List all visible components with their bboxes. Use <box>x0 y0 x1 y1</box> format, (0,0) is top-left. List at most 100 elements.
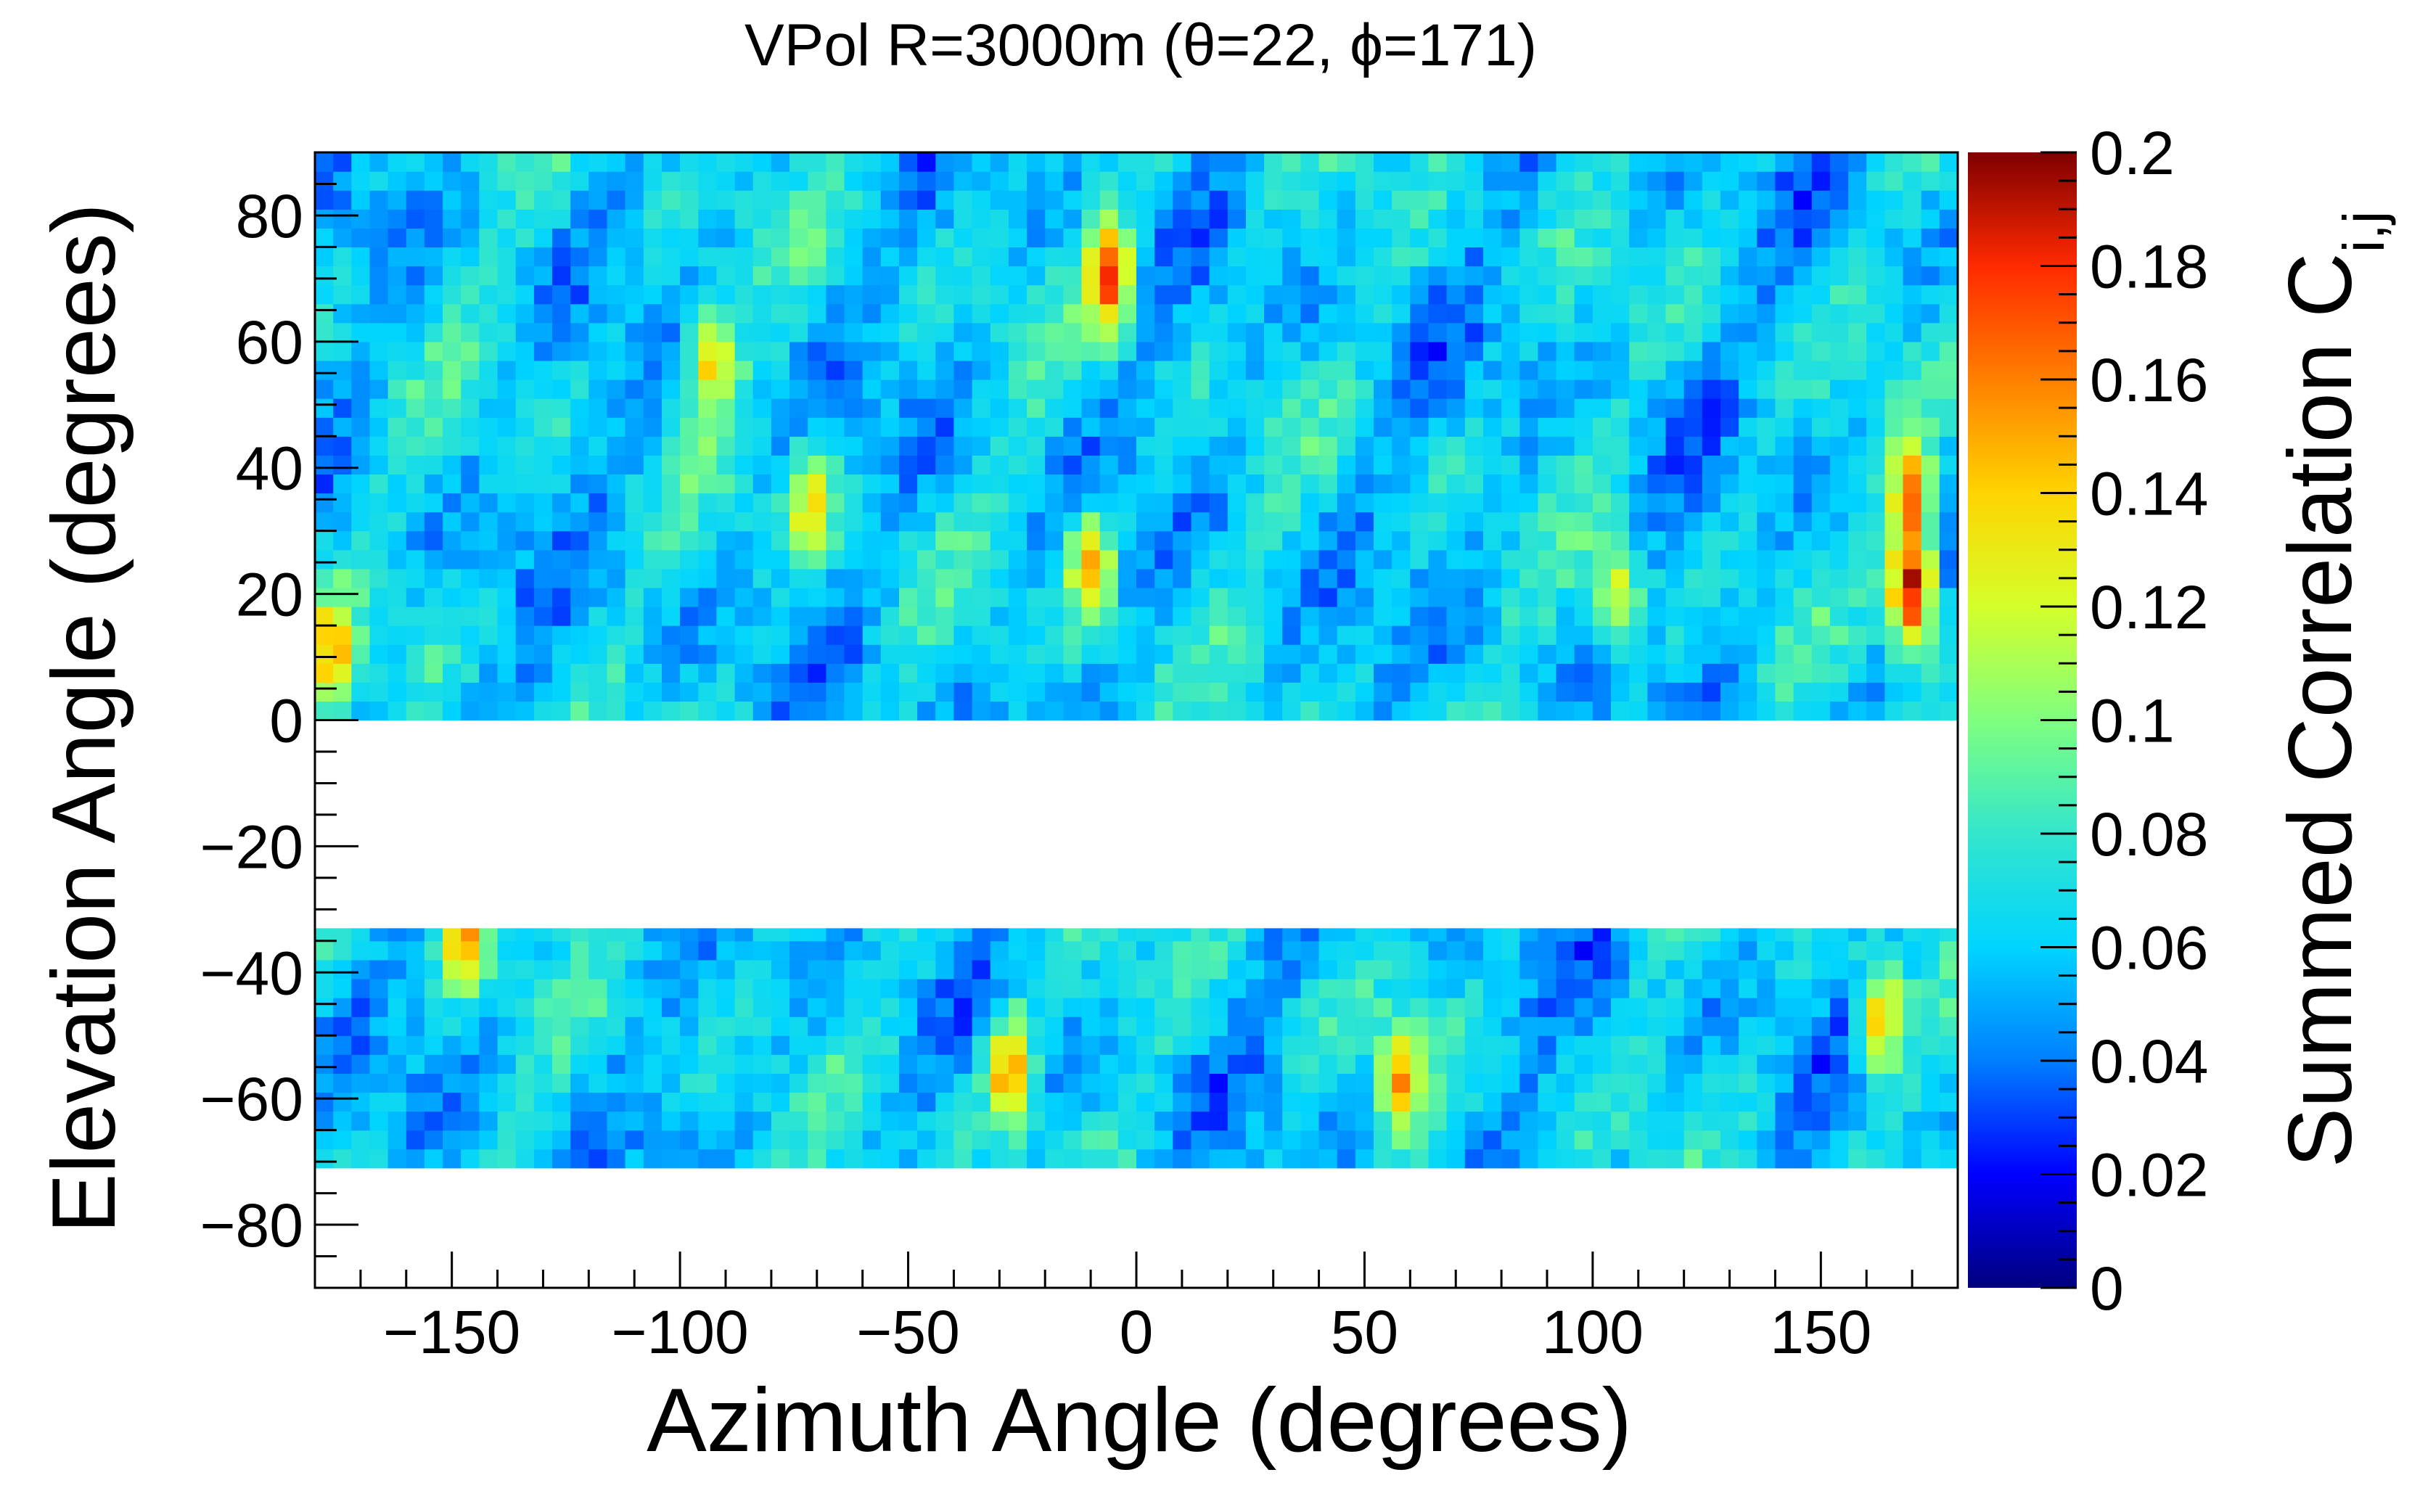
heatmap-cell <box>862 1035 882 1055</box>
heatmap-cell <box>1282 171 1301 191</box>
heatmap-cell <box>1154 979 1173 998</box>
heatmap-cell <box>1866 190 1885 210</box>
heatmap-cell <box>1464 530 1484 551</box>
heatmap-cell <box>953 1016 973 1036</box>
heatmap-cell <box>1519 587 1539 607</box>
heatmap-cell <box>1173 284 1192 305</box>
heatmap-cell <box>990 152 1009 172</box>
heatmap-cell <box>1939 360 1958 380</box>
heatmap-cell <box>1173 940 1192 961</box>
heatmap-cell <box>552 417 571 437</box>
heatmap-cell <box>479 1073 499 1093</box>
heatmap-cell <box>662 228 681 247</box>
heatmap-cell <box>461 360 480 380</box>
heatmap-cell <box>1136 360 1155 380</box>
heatmap-cell <box>552 511 571 532</box>
heatmap-cell <box>1117 1054 1137 1074</box>
heatmap-cell <box>570 398 589 418</box>
heatmap-cell <box>1592 587 1612 607</box>
heatmap-cell <box>333 474 352 494</box>
heatmap-cell <box>1191 284 1210 305</box>
heatmap-cell <box>771 1016 790 1036</box>
heatmap-cell <box>1264 928 1283 942</box>
heatmap-cell <box>752 322 772 342</box>
heatmap-cell <box>1757 360 1776 380</box>
heatmap-cell <box>953 228 973 247</box>
heatmap-cell <box>1866 209 1885 229</box>
heatmap-cell <box>1318 266 1338 286</box>
heatmap-cell <box>1428 398 1448 418</box>
heatmap-cell <box>1611 530 1630 551</box>
heatmap-cell <box>1282 1035 1301 1055</box>
heatmap-cell <box>1757 1092 1776 1112</box>
heatmap-cell <box>1775 1016 1794 1036</box>
heatmap-cell <box>734 701 754 721</box>
heatmap-cell <box>1848 1054 1867 1074</box>
heatmap-cell <box>607 190 626 210</box>
heatmap-cell <box>1720 644 1739 664</box>
heatmap-cell <box>1501 568 1520 588</box>
heatmap-cell <box>1592 1130 1612 1150</box>
heatmap-cell <box>1282 398 1301 418</box>
heatmap-cell <box>1811 152 1831 172</box>
heatmap-cell <box>680 959 699 979</box>
heatmap-cell <box>953 940 973 961</box>
heatmap-cell <box>1337 228 1356 247</box>
heatmap-cell <box>1720 360 1739 380</box>
heatmap-cell <box>387 1035 407 1055</box>
heatmap-cell <box>570 928 589 942</box>
heatmap-cell <box>1811 530 1831 551</box>
heatmap-cell <box>1884 266 1904 286</box>
heatmap-cell <box>1136 1130 1155 1150</box>
heatmap-cell <box>826 341 845 361</box>
heatmap-cell <box>1410 1054 1429 1074</box>
heatmap-cell <box>789 303 808 324</box>
heatmap-cell <box>1665 341 1685 361</box>
heatmap-cell <box>625 568 644 588</box>
heatmap-cell <box>1884 1035 1904 1055</box>
heatmap-cell <box>1446 511 1466 532</box>
heatmap-cell <box>315 928 334 942</box>
heatmap-cell <box>1300 493 1320 513</box>
heatmap-cell <box>1136 303 1155 324</box>
heatmap-cell <box>752 1073 772 1093</box>
heatmap-cell <box>1099 701 1119 721</box>
heatmap-cell <box>1464 228 1484 247</box>
heatmap-cell <box>315 940 334 961</box>
heatmap-cell <box>369 1111 389 1131</box>
heatmap-cell <box>1647 455 1667 474</box>
heatmap-cell <box>1556 701 1575 721</box>
heatmap-cell <box>1446 266 1466 286</box>
heatmap-cell <box>1683 417 1703 437</box>
heatmap-cell <box>953 379 973 399</box>
heatmap-cell <box>588 284 608 305</box>
heatmap-cell <box>625 493 644 513</box>
heatmap-cell <box>972 1073 991 1093</box>
heatmap-cell <box>1519 379 1539 399</box>
heatmap-cell <box>552 607 571 626</box>
heatmap-cell <box>990 549 1009 570</box>
heatmap-cell <box>1117 209 1137 229</box>
heatmap-cell <box>734 322 754 342</box>
heatmap-cell <box>443 493 462 513</box>
heatmap-cell <box>680 1054 699 1074</box>
heatmap-cell <box>351 266 371 286</box>
heatmap-cell <box>771 998 790 1017</box>
heatmap-cell <box>1081 682 1101 702</box>
heatmap-cell <box>1318 474 1338 494</box>
heatmap-cell <box>1829 417 1849 437</box>
heatmap-cell <box>1099 455 1119 474</box>
heatmap-cell <box>1337 928 1356 942</box>
heatmap-cell <box>1264 682 1283 702</box>
heatmap-cell <box>953 190 973 210</box>
heatmap-cell <box>1683 1054 1703 1074</box>
heatmap-cell <box>1428 959 1448 979</box>
heatmap-cell <box>406 341 425 361</box>
heatmap-cell <box>680 1149 699 1169</box>
heatmap-cell <box>351 190 371 210</box>
heatmap-cell <box>1209 152 1228 172</box>
heatmap-cell <box>1848 284 1867 305</box>
heatmap-cell <box>1939 474 1958 494</box>
heatmap-cell <box>1574 663 1593 683</box>
heatmap-cell <box>880 625 900 645</box>
